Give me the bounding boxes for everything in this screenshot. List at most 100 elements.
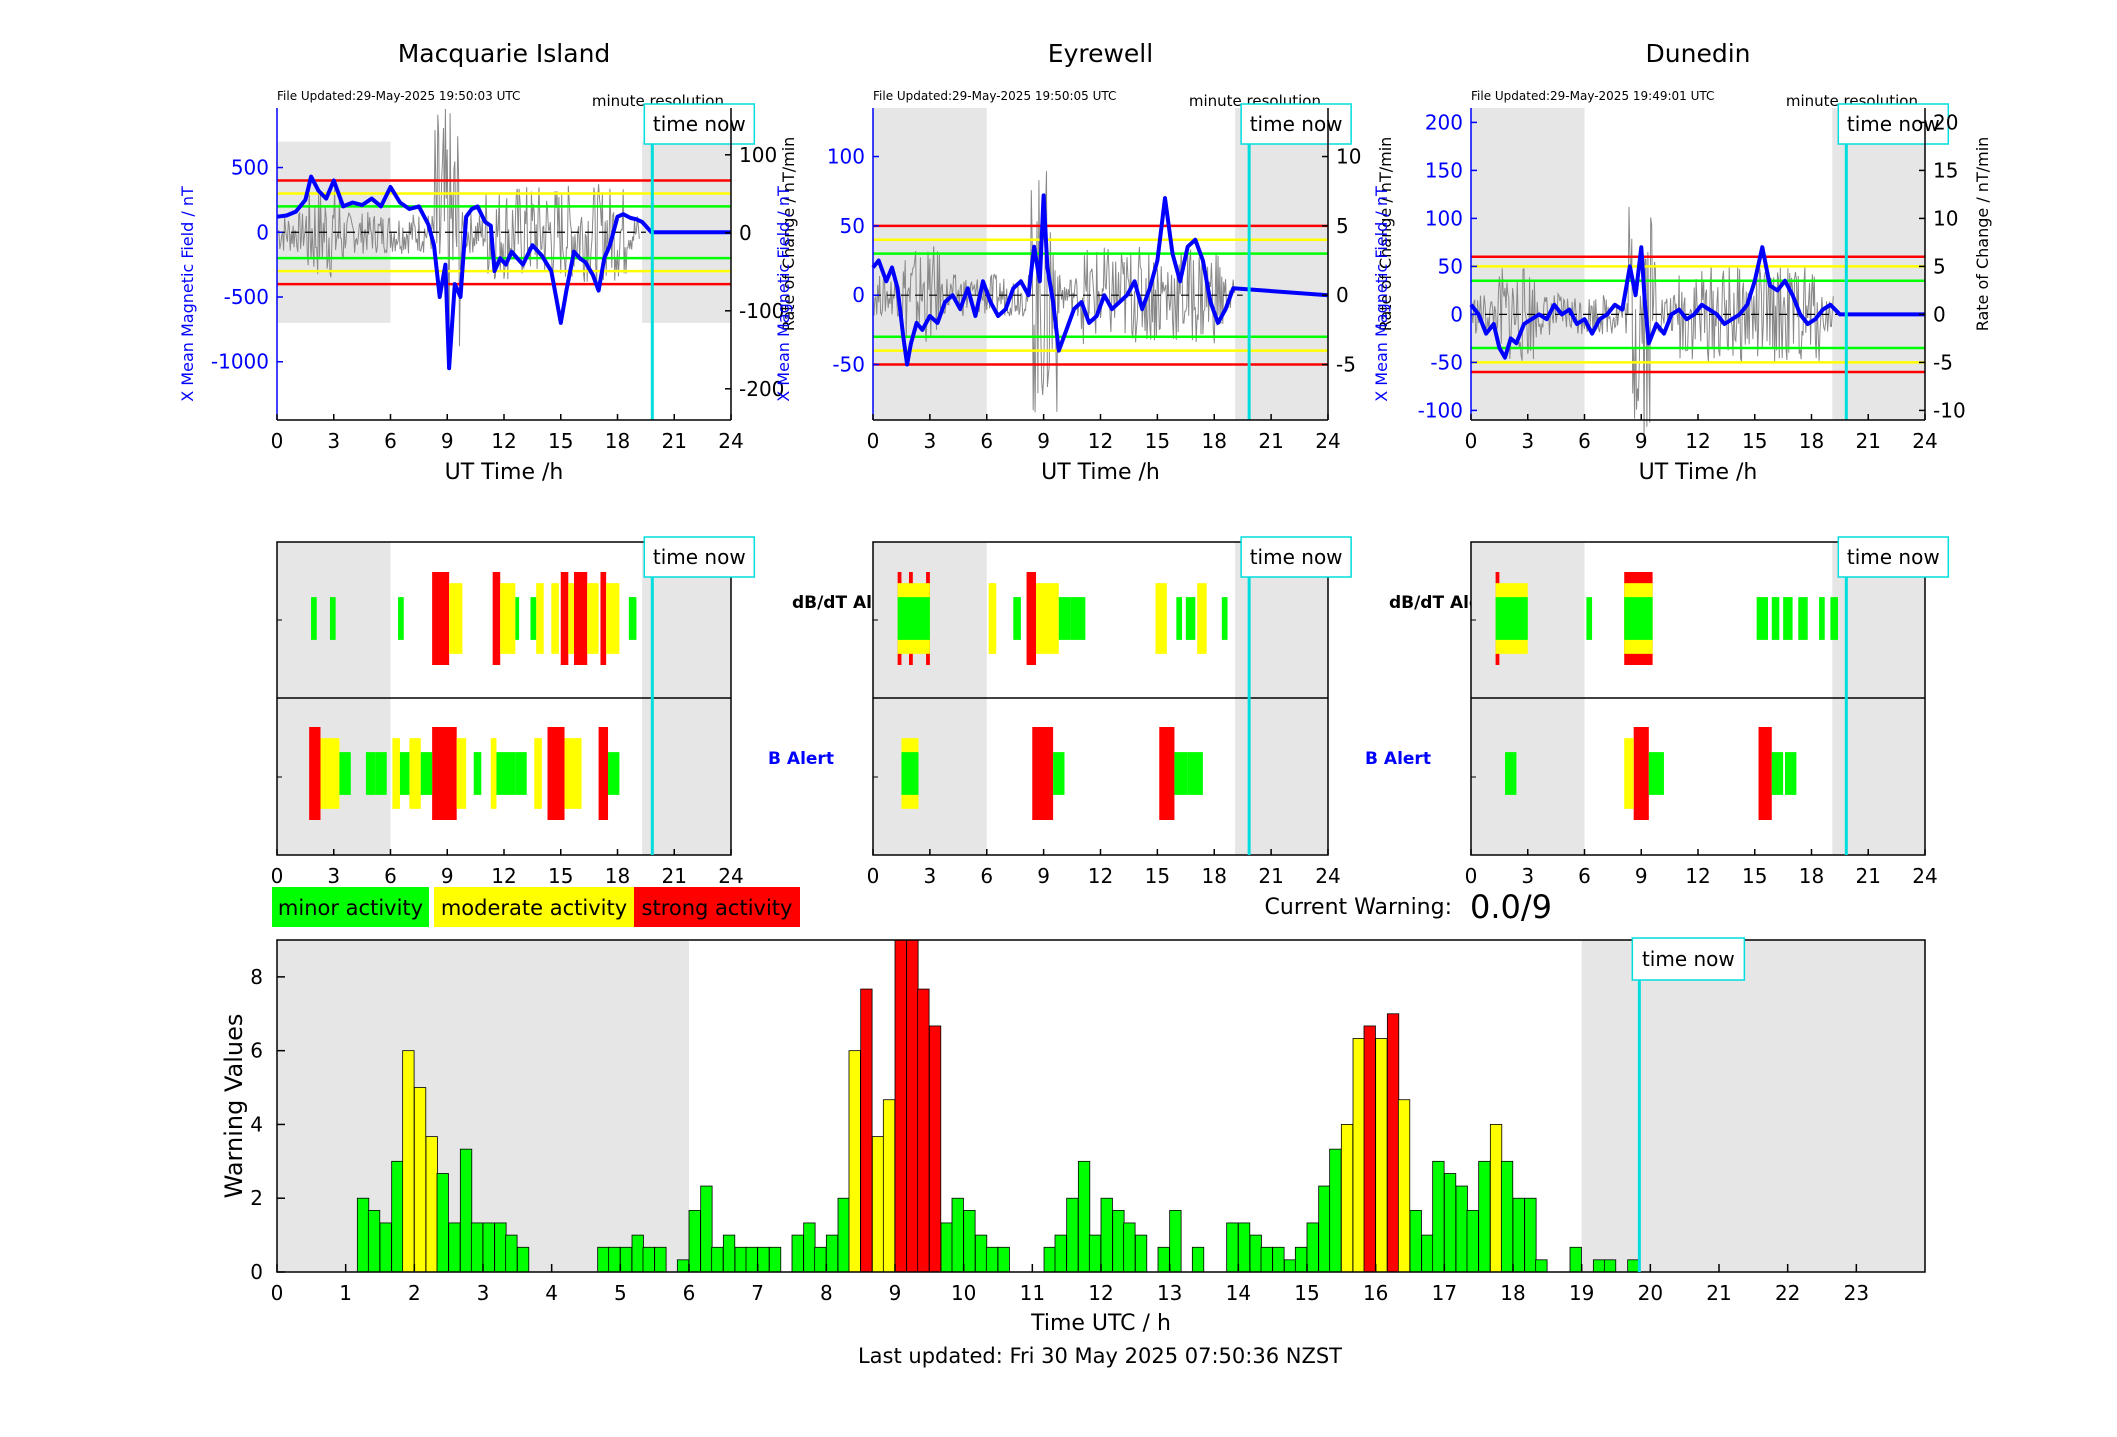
dbdt-alert-block-minor	[1783, 597, 1793, 640]
x-tick-label: 15	[1145, 429, 1170, 453]
warning-bar	[745, 1246, 758, 1273]
dbdt-alert-block-moderate	[500, 583, 516, 654]
x-tick-label: 14	[1226, 1281, 1251, 1305]
right-tick-label: 15	[1933, 158, 1958, 182]
warning-bar	[1169, 1209, 1182, 1273]
x-tick-label: 16	[1363, 1281, 1388, 1305]
warning-bar	[1226, 1222, 1239, 1273]
y-tick-label: 4	[250, 1112, 263, 1136]
warning-bar	[1603, 1259, 1617, 1273]
x-tick-label: 18	[1500, 1281, 1525, 1305]
warning-bar	[803, 1222, 816, 1273]
time-now-label: time now	[1250, 112, 1343, 136]
warning-bar	[676, 1259, 690, 1273]
warning-bar	[494, 1222, 507, 1273]
warning-bar	[768, 1246, 782, 1273]
y-tick-label: 8	[250, 965, 263, 989]
rate-of-change-trace	[277, 108, 640, 347]
x-tick-label: 6	[1578, 429, 1591, 453]
warning-bar	[1340, 1124, 1354, 1273]
warning-bar	[448, 1222, 461, 1273]
summary-night-shade-1	[1581, 940, 1925, 1272]
right-tick-label: -5	[1933, 350, 1953, 374]
warning-bar	[436, 1173, 449, 1273]
warning-bar	[1088, 1234, 1102, 1273]
dbdt-alert-block-minor	[1013, 597, 1021, 640]
warning-bar	[425, 1136, 438, 1273]
warning-bar	[1363, 1025, 1376, 1273]
time-now-label: time now	[653, 545, 746, 569]
warning-bar	[791, 1234, 804, 1273]
warning-bar	[814, 1246, 827, 1273]
warning-bar	[1237, 1222, 1251, 1273]
warning-bar	[974, 1234, 988, 1273]
warning-bar	[722, 1234, 736, 1273]
file-updated: File Updated:29-May-2025 19:50:03 UTC	[277, 89, 520, 103]
x-tick-label: 10	[951, 1281, 976, 1305]
b-alert-block-minor	[375, 752, 387, 795]
right-tick-label: -200	[739, 377, 784, 401]
warning-bar	[1112, 1209, 1125, 1273]
x-tick-label: 9	[1037, 429, 1050, 453]
x-tick-label: 20	[1638, 1281, 1663, 1305]
x-tick-label: 4	[545, 1281, 558, 1305]
x-tick-label: 8	[820, 1281, 833, 1305]
x-tick-label: 15	[1294, 1281, 1319, 1305]
dbdt-alert-block-moderate	[587, 583, 599, 654]
warning-bar	[1043, 1246, 1056, 1273]
b-alert-block-strong	[1159, 727, 1175, 820]
b-alert-block-moderate	[392, 738, 400, 809]
b-alert-block-minor	[1174, 752, 1188, 795]
dbdt-alert-block-minor	[1624, 597, 1653, 640]
dbdt-alert-block-minor	[1221, 597, 1228, 640]
warning-bar	[734, 1246, 747, 1273]
time-now-label: time now	[1847, 545, 1940, 569]
x-tick-label: 18	[1799, 864, 1824, 888]
warning-bar	[906, 939, 919, 1273]
warning-bar	[379, 1222, 392, 1273]
b-alert-block-minor	[473, 752, 482, 795]
time-now-box	[1240, 103, 1352, 145]
dbdt-alert-block-minor	[1771, 597, 1780, 640]
dbdt-alert-block-minor	[1756, 597, 1768, 640]
x-tick-label: 7	[751, 1281, 764, 1305]
b-alert-block-minor	[420, 752, 433, 795]
left-tick-label: 150	[1425, 158, 1463, 182]
dbdt-alert-label: dB/dT Alert	[1389, 593, 1497, 613]
b-alert-block-strong	[598, 727, 609, 820]
left-tick-label: -1000	[211, 350, 269, 374]
x-tick-label: 5	[614, 1281, 627, 1305]
x-tick-label: 17	[1432, 1281, 1457, 1305]
x-tick-label: 0	[867, 864, 880, 888]
x-tick-label: 12	[1685, 864, 1710, 888]
x-tick-label: 1	[339, 1281, 352, 1305]
x-tick-label: 12	[1088, 864, 1113, 888]
y-axis-label-right: Rate of Change / nT/min	[1973, 137, 1992, 332]
x-tick-label: 12	[491, 864, 516, 888]
time-now-box	[1837, 103, 1950, 145]
y-axis-label-left: X Mean Magnetic Field / nT	[1372, 186, 1391, 402]
x-tick-label: 3	[924, 429, 937, 453]
b-alert-block-strong	[1633, 727, 1649, 820]
x-tick-label: 21	[662, 864, 687, 888]
field-trace	[871, 193, 1329, 367]
left-tick-label: 0	[852, 283, 865, 307]
dbdt-alert-block-minor	[1185, 597, 1196, 640]
b-alert-block-minor	[1785, 752, 1797, 795]
warning-bar	[654, 1246, 667, 1273]
x-tick-label: 9	[889, 1281, 902, 1305]
station-title: Dunedin	[1646, 39, 1751, 68]
warning-bar	[1512, 1197, 1525, 1273]
warning-bar	[1352, 1038, 1365, 1273]
dbdt-alert-block-minor	[1586, 597, 1593, 640]
warning-bar	[1478, 1160, 1491, 1273]
b-alert-label: B Alert	[768, 749, 834, 769]
dbdt-alert-block-minor	[897, 597, 930, 640]
warning-bar	[1100, 1197, 1113, 1273]
b-alert-label: B Alert	[1365, 749, 1431, 769]
warning-bar	[1421, 1234, 1434, 1273]
warning-bar	[1535, 1259, 1548, 1273]
warning-bar	[997, 1246, 1010, 1273]
